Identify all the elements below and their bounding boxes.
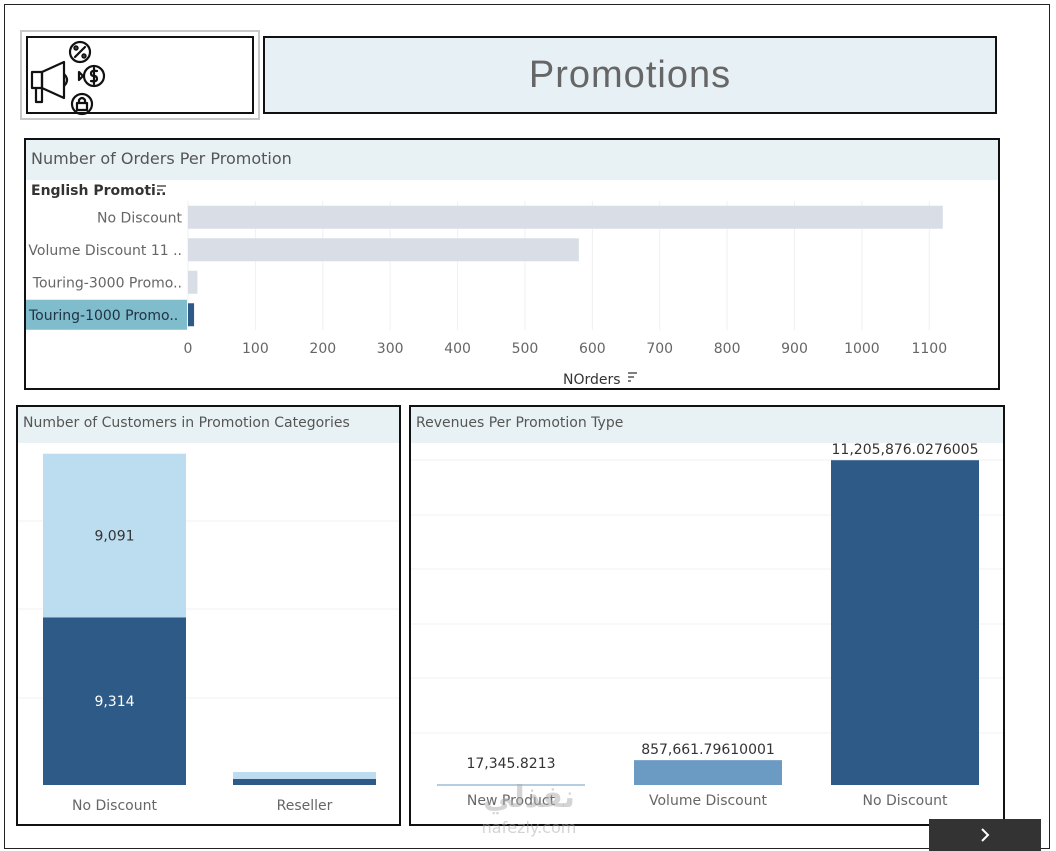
x-axis-title: NOrders <box>563 372 621 388</box>
customers-chart-title: Number of Customers in Promotion Categor… <box>18 407 399 443</box>
logo-container <box>20 30 260 120</box>
bar <box>188 270 198 294</box>
x-tick-label: 500 <box>512 341 539 357</box>
bar <box>188 205 943 229</box>
highlighted-label-bg <box>26 299 187 330</box>
data-label: 9,091 <box>94 529 134 545</box>
x-category-label: Volume Discount <box>649 793 767 809</box>
customers-promotion-panel: Number of Customers in Promotion Categor… <box>16 405 401 826</box>
x-tick-label: 700 <box>646 341 673 357</box>
x-tick-label: 600 <box>579 341 606 357</box>
y-category-label: Touring-1000 Promo.. <box>28 308 178 324</box>
bar <box>437 784 585 786</box>
x-tick-label: 800 <box>714 341 741 357</box>
y-category-label: Touring-3000 Promo.. <box>32 275 182 291</box>
bar <box>188 303 195 327</box>
revenues-chart-title: Revenues Per Promotion Type <box>411 407 1003 443</box>
data-label: 9,314 <box>94 694 134 710</box>
next-page-button[interactable] <box>929 819 1041 851</box>
bar <box>634 760 782 785</box>
x-category-label: Reseller <box>277 798 333 814</box>
x-tick-label: 900 <box>781 341 808 357</box>
bar <box>188 238 579 262</box>
x-tick-label: 0 <box>184 341 193 357</box>
x-tick-label: 300 <box>377 341 404 357</box>
x-tick-label: 100 <box>242 341 269 357</box>
watermark-url-text: nafezly.com <box>481 818 577 837</box>
orders-per-promotion-chart: English Promoti.. 0 100 200 300 400 500 600 700 8… <box>26 183 947 388</box>
chevron-right-icon <box>981 828 990 842</box>
sort-icon <box>157 185 166 195</box>
logo-frame <box>26 36 254 116</box>
revenues-promotion-chart: 17,345.8213 New Product 857,661.79610001 Vo… <box>411 443 1003 809</box>
watermark-arabic-text: نفذلي <box>483 780 575 815</box>
data-label: 17,345.8213 <box>466 756 555 772</box>
x-tick-label: 1000 <box>844 341 880 357</box>
page-title: Promotions <box>528 53 732 96</box>
sort-icon <box>628 372 637 382</box>
bar-segment <box>233 778 376 785</box>
page-title-banner: Promotions <box>263 36 997 114</box>
customers-promotion-chart: 9,314 9,091 No Discount Reseller <box>18 453 399 814</box>
x-tick-label: 1100 <box>911 341 947 357</box>
orders-chart-title: Number of Orders Per Promotion <box>26 140 998 180</box>
y-axis-header: English Promoti.. <box>31 183 166 199</box>
watermark: نفذلي nafezly.com <box>464 778 594 850</box>
data-label: 857,661.79610001 <box>641 742 775 758</box>
bar <box>831 460 979 785</box>
x-tick-label: 400 <box>444 341 471 357</box>
x-category-label: No Discount <box>863 793 948 809</box>
data-label: 11,205,876.0276005 <box>832 443 979 458</box>
bar-segment <box>233 772 376 779</box>
y-category-label: No Discount <box>97 210 182 226</box>
bar-segment <box>43 617 186 785</box>
x-category-label: No Discount <box>72 798 157 814</box>
megaphone-percent-dollar-lock-icon <box>30 40 106 116</box>
bar-segment <box>43 453 186 618</box>
orders-per-promotion-panel: Number of Orders Per Promotion English P… <box>24 138 1000 390</box>
y-category-label: Volume Discount 11 .. <box>28 243 182 259</box>
x-category-label: New Product <box>467 793 556 809</box>
dashboard-frame <box>4 4 1050 849</box>
x-tick-label: 200 <box>309 341 336 357</box>
revenues-promotion-panel: Revenues Per Promotion Type 17,345.8213 N… <box>409 405 1005 826</box>
